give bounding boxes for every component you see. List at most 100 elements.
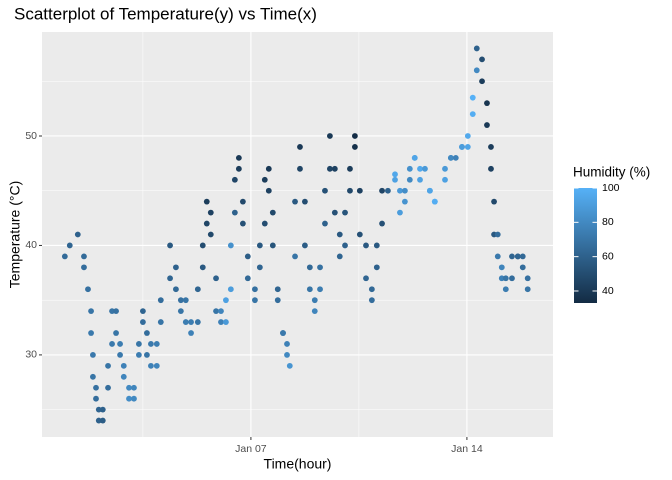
- point: [459, 144, 465, 150]
- point: [327, 133, 333, 139]
- point: [173, 286, 179, 293]
- point: [406, 165, 413, 172]
- point: [336, 231, 343, 238]
- point: [93, 395, 99, 402]
- point: [397, 187, 403, 194]
- point: [235, 165, 242, 172]
- point: [105, 362, 111, 369]
- point: [109, 308, 115, 315]
- colorbar: [574, 188, 597, 303]
- point: [81, 264, 87, 271]
- point: [153, 341, 160, 347]
- point: [126, 395, 132, 402]
- point: [342, 209, 348, 216]
- point: [479, 56, 485, 63]
- point: [135, 352, 142, 358]
- point: [140, 308, 146, 315]
- point: [302, 242, 308, 249]
- point: [131, 384, 137, 391]
- point: [368, 297, 375, 304]
- panel: [42, 32, 553, 437]
- point: [235, 154, 242, 161]
- point: [286, 362, 293, 369]
- point: [417, 165, 423, 172]
- point: [280, 330, 286, 336]
- point: [256, 264, 263, 271]
- point: [218, 308, 224, 315]
- point: [397, 209, 403, 216]
- point: [464, 144, 471, 150]
- point: [442, 176, 448, 183]
- point: [342, 242, 348, 249]
- point: [509, 275, 515, 282]
- point: [81, 253, 87, 260]
- point: [401, 187, 408, 194]
- point: [385, 187, 391, 194]
- point: [265, 187, 272, 194]
- point: [322, 220, 328, 227]
- point: [126, 384, 132, 391]
- point: [406, 176, 413, 183]
- point: [61, 253, 68, 260]
- point: [488, 144, 494, 150]
- point: [265, 165, 272, 172]
- point: [231, 209, 238, 216]
- point: [231, 176, 238, 183]
- point: [284, 341, 290, 347]
- point: [297, 144, 303, 150]
- point: [85, 286, 91, 293]
- point: [88, 330, 94, 336]
- point: [227, 286, 234, 293]
- point: [491, 198, 497, 205]
- point: [502, 286, 509, 293]
- point: [306, 286, 313, 293]
- point: [368, 286, 375, 293]
- point: [203, 220, 210, 227]
- point: [519, 264, 526, 271]
- point: [379, 220, 385, 227]
- point: [140, 319, 146, 325]
- point: [99, 417, 106, 424]
- point: [144, 352, 150, 358]
- point: [117, 352, 123, 358]
- point: [351, 144, 358, 150]
- y-tick-label: 40: [25, 239, 37, 251]
- point: [239, 198, 246, 205]
- point: [373, 242, 380, 249]
- points: [61, 45, 531, 424]
- point: [182, 319, 189, 325]
- point: [417, 176, 423, 183]
- point: [117, 341, 123, 347]
- point: [469, 111, 476, 117]
- x-tick-label: Jan 07: [235, 443, 267, 455]
- point: [167, 275, 173, 282]
- x-axis-label: Time(hour): [264, 456, 332, 472]
- point: [218, 319, 224, 325]
- y-tick-label: 30: [25, 349, 37, 361]
- point: [347, 165, 353, 172]
- point: [469, 94, 476, 101]
- point: [442, 165, 448, 172]
- legend-title: Humidity (%): [573, 165, 650, 180]
- point: [99, 406, 106, 413]
- point: [93, 384, 99, 391]
- point: [207, 231, 214, 238]
- point: [484, 122, 490, 128]
- point: [223, 297, 229, 304]
- point: [95, 417, 102, 424]
- point: [182, 297, 189, 304]
- point: [199, 242, 206, 249]
- point: [157, 319, 164, 325]
- point: [135, 341, 142, 347]
- point: [347, 187, 353, 194]
- chart-title: Scatterplot of Temperature(y) vs Time(x): [14, 4, 317, 23]
- point: [336, 253, 343, 260]
- point: [207, 209, 214, 216]
- point: [356, 231, 363, 238]
- point: [327, 165, 333, 172]
- point: [261, 220, 268, 227]
- point: [473, 67, 480, 74]
- point: [113, 308, 119, 315]
- point: [148, 341, 154, 347]
- point: [292, 253, 298, 260]
